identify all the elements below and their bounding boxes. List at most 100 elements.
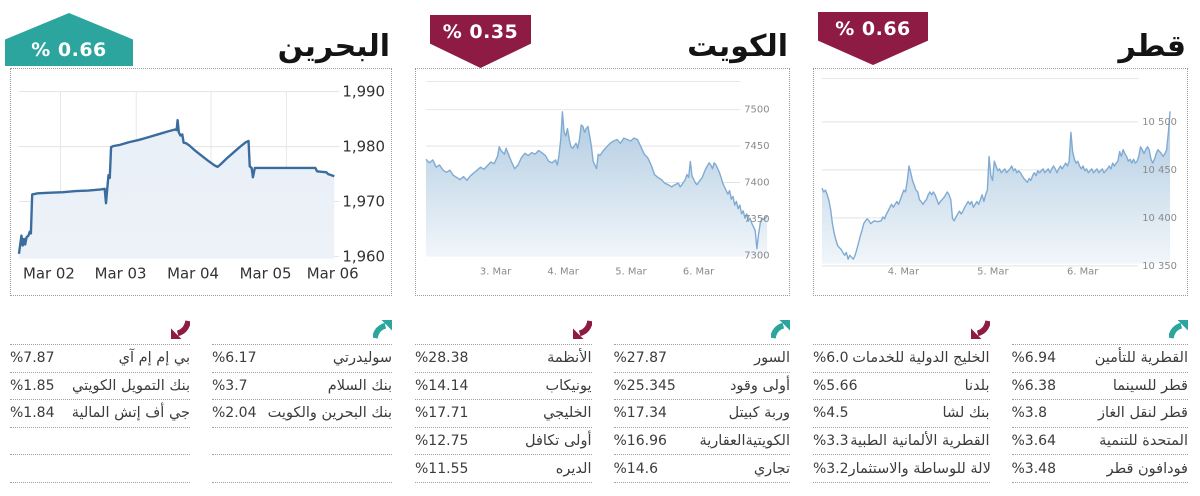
table-row: %3.7 بنك السلام: [212, 373, 392, 401]
gainers-header: [212, 320, 392, 341]
arrow-up-right-icon: [771, 320, 790, 339]
table-row: %14.6 تجاري: [613, 455, 790, 483]
losers-header: [10, 320, 190, 341]
table-row: %3.48 فودافون قطر: [1011, 455, 1188, 483]
change-value: %11.55: [415, 460, 469, 477]
table-row: %2.04 بنك البحرين والكويت: [212, 400, 392, 428]
change-value: %14.6: [613, 460, 658, 477]
top-gainers-table: %6.17 سوليدرتي %3.7 بنك السلام %2.04 بنك البح…: [212, 320, 392, 483]
losers-header: [415, 320, 592, 341]
panel-header: % 0.66 قطر: [813, 0, 1188, 68]
change-value: %14.14: [415, 377, 469, 394]
company-name: الكويتيةالعقارية: [699, 433, 790, 450]
table-row: %4.5 بنك لشا: [813, 400, 990, 428]
svg-text:7450: 7450: [744, 141, 769, 152]
svg-text:6. Mar: 6. Mar: [1067, 267, 1099, 278]
change-value: %27.87: [613, 350, 667, 367]
change-value: %6.38: [1011, 377, 1056, 394]
table-row: %25.345 أولى وقود: [613, 373, 790, 401]
movers-tables: %6.0 الخليج الدولية للخدمات %5.66 بلدنا %4.5…: [813, 320, 1188, 483]
svg-text:Mar 03: Mar 03: [95, 264, 147, 282]
company-name: بي إم إم آي: [118, 350, 190, 367]
company-name: أولى وقود: [729, 377, 790, 394]
table-row: [10, 428, 190, 456]
movers-tables: %28.38 الأنظمة %14.14 يونيكاب %17.71 الخليجي%…: [415, 320, 790, 483]
change-value: %6.17: [212, 350, 257, 367]
price-area-chart: 1,960 1,970 1,980 1,990 Mar 02 Mar 03 Mar 04 Ma…: [17, 83, 385, 282]
svg-text:3. Mar: 3. Mar: [480, 267, 512, 278]
company-name: المتحدة للتنمية: [1099, 433, 1188, 450]
company-name: جي أف إتش المالية: [71, 405, 190, 422]
svg-text:10 450: 10 450: [1142, 165, 1177, 176]
gainers-header: [614, 320, 790, 341]
gainers-rows: %6.17 سوليدرتي %3.7 بنك السلام %2.04 بنك البح…: [212, 344, 392, 483]
company-name: الديره: [555, 460, 592, 477]
table-row: [212, 428, 392, 456]
change-badge-down: % 0.66: [818, 12, 928, 65]
top-losers-table: %7.87 بي إم إم آي %1.85 بنك التمويل الكويتي…: [10, 320, 190, 483]
market-panel-qatar: % 0.66 قطر 10 350 10 400 10 450 10 500 4. Ma…: [813, 0, 1188, 483]
gainers-rows: %6.94 القطرية للتأمين %6.38 قطر للسينما %3.8…: [1011, 344, 1188, 483]
change-percent: % 0.66: [31, 38, 107, 61]
change-value: %5.66: [813, 377, 858, 394]
change-value: %17.71: [415, 405, 469, 422]
svg-text:7500: 7500: [744, 105, 769, 116]
table-row: %17.34 وربة كبيتل: [613, 400, 790, 428]
svg-text:10 500: 10 500: [1142, 117, 1177, 128]
svg-text:4. Mar: 4. Mar: [888, 267, 920, 278]
price-area-chart: 7300 7350 7400 7450 7500 3. Mar 4. Mar 5. Mar 6.…: [425, 81, 770, 278]
arrow-down-left-icon: [171, 320, 190, 339]
change-badge-down: % 0.35: [430, 15, 531, 68]
company-name: بنك السلام: [327, 377, 392, 394]
svg-text:5. Mar: 5. Mar: [977, 267, 1009, 278]
table-row: [10, 455, 190, 483]
change-value: %25.345: [613, 377, 676, 394]
table-row: %6.38 قطر للسينما: [1011, 373, 1188, 401]
table-row: %6.0 الخليج الدولية للخدمات: [813, 345, 990, 373]
table-row: %17.71 الخليجي: [415, 400, 592, 428]
gainers-header: [1012, 320, 1188, 341]
market-title: الكويت: [687, 29, 788, 64]
losers-header: [813, 320, 990, 341]
change-value: %1.84: [10, 405, 55, 422]
market-title: البحرين: [277, 29, 390, 64]
chart-card: 1,960 1,970 1,980 1,990 Mar 02 Mar 03 Mar 04 Ma…: [10, 68, 392, 296]
company-name: تجاري: [753, 460, 790, 477]
change-value: %6.94: [1011, 350, 1056, 367]
table-row: %3.2 دلالة للوساطة والاستثمار: [813, 455, 990, 483]
arrow-up-right-icon: [1169, 320, 1188, 339]
table-row: %5.66 بلدنا: [813, 373, 990, 401]
change-value: %4.5: [813, 405, 849, 422]
company-name: الخليج الدولية للخدمات: [852, 350, 990, 367]
svg-text:1,990: 1,990: [342, 83, 385, 101]
company-name: أولى تكافل: [524, 433, 592, 450]
market-panel-kuwait: % 0.35 الكويت 7300 7350 7400 7450 7500 3. Mar…: [415, 0, 790, 483]
top-gainers-table: %27.87 السور %25.345 أولى وقود %17.34 وربة كب…: [613, 320, 790, 483]
losers-rows: %7.87 بي إم إم آي %1.85 بنك التمويل الكويتي…: [10, 344, 190, 483]
company-name: السور: [754, 350, 790, 367]
svg-text:10 350: 10 350: [1142, 261, 1177, 272]
company-name: وربة كبيتل: [728, 405, 790, 422]
svg-text:1,970: 1,970: [342, 192, 385, 210]
gulf-markets-board: % 0.66 البحرين 1,960 1,970 1,980 1,990 Mar 0…: [5, 0, 1188, 483]
table-row: %6.17 سوليدرتي: [212, 345, 392, 373]
svg-text:4. Mar: 4. Mar: [547, 267, 579, 278]
change-badge-up: % 0.66: [5, 13, 133, 66]
company-name: بنك التمويل الكويتي: [71, 377, 190, 394]
movers-tables: %7.87 بي إم إم آي %1.85 بنك التمويل الكويتي…: [10, 320, 392, 483]
change-percent: % 0.35: [442, 20, 519, 43]
change-value: %3.48: [1011, 460, 1056, 477]
company-name: القطرية للتأمين: [1094, 350, 1188, 367]
market-title: قطر: [1118, 29, 1186, 64]
company-name: الأنظمة: [547, 350, 592, 367]
table-row: %27.87 السور: [613, 345, 790, 373]
top-losers-table: %28.38 الأنظمة %14.14 يونيكاب %17.71 الخليجي%…: [415, 320, 592, 483]
table-row: %1.84 جي أف إتش المالية: [10, 400, 190, 428]
arrow-down-left-icon: [572, 320, 592, 339]
company-name: القطرية الألمانية الطبية: [850, 433, 990, 450]
company-name: دلالة للوساطة والاستثمار: [848, 460, 990, 477]
change-value: %6.0: [813, 350, 849, 367]
table-row: %16.96 الكويتيةالعقارية: [613, 428, 790, 456]
change-value: %3.8: [1011, 405, 1048, 422]
company-name: بلدنا: [964, 377, 990, 394]
